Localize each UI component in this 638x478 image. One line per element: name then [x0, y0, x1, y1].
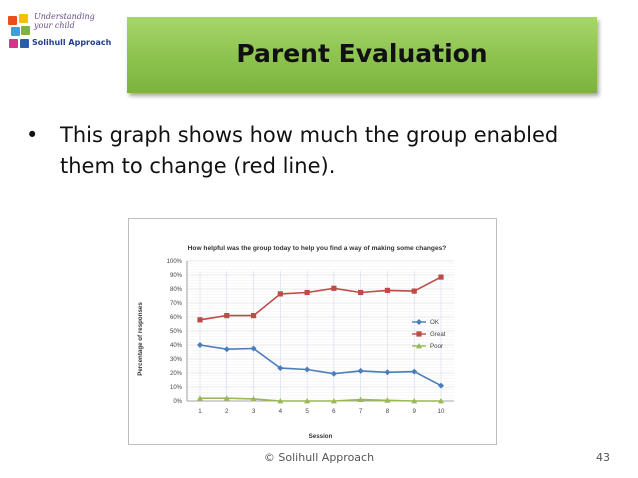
x-tick-label: 7	[359, 408, 363, 415]
x-tick-label: 9	[412, 408, 416, 415]
data-point-poor	[277, 398, 284, 404]
data-point-ok	[223, 346, 230, 353]
logo-tiles-icon	[8, 12, 32, 52]
legend-label: Poor	[430, 343, 443, 350]
bullet-text: This graph shows how much the group enab…	[60, 123, 559, 178]
title-banner: Parent Evaluation	[127, 17, 597, 93]
logo-tile	[19, 14, 28, 23]
legend-marker	[416, 331, 422, 337]
solihull-logo: Understanding your child Solihull Approa…	[8, 12, 111, 52]
data-point-great	[358, 289, 364, 296]
data-point-poor	[438, 398, 444, 404]
series-line-ok	[199, 344, 442, 387]
data-point-ok	[438, 382, 444, 389]
y-tick-label: 90%	[170, 273, 183, 279]
data-point-great	[304, 289, 310, 296]
x-axis-label: Session	[309, 433, 333, 440]
x-tick-label: 10	[438, 408, 445, 415]
y-tick-label: 10%	[170, 385, 183, 391]
data-point-ok	[250, 345, 257, 352]
page-number: 43	[596, 451, 610, 464]
chart-title: How helpful was the group today to help …	[188, 245, 447, 252]
legend-label: OK	[430, 319, 440, 326]
footer-copyright: © Solihull Approach	[263, 451, 375, 464]
y-tick-label: 60%	[170, 315, 183, 321]
logo-tile	[8, 16, 17, 25]
data-point-great	[197, 317, 203, 323]
data-point-great	[331, 285, 337, 291]
logo-tile	[20, 39, 29, 48]
series-line-great	[199, 276, 442, 321]
x-tick-label: 2	[225, 408, 229, 415]
logo-tile	[21, 26, 30, 35]
x-tick-label: 8	[386, 408, 390, 415]
y-tick-label: 40%	[170, 343, 183, 349]
data-point-poor	[357, 396, 364, 402]
y-tick-label: 70%	[170, 301, 183, 307]
y-axis-label: Percentage of responses	[137, 302, 144, 376]
series-line-poor	[200, 397, 441, 402]
data-point-poor	[250, 395, 257, 402]
y-tick-label: 30%	[170, 357, 183, 363]
logo-brand-name: Solihull Approach	[32, 38, 112, 47]
data-point-ok	[357, 367, 364, 374]
data-point-poor	[330, 398, 337, 404]
data-point-great	[411, 288, 417, 294]
legend-marker	[416, 319, 422, 325]
line-chart: How helpful was the group today to help …	[137, 245, 454, 440]
x-tick-label: 3	[252, 408, 256, 415]
y-tick-label: 80%	[170, 287, 183, 293]
data-point-ok	[304, 366, 311, 373]
data-point-poor	[304, 398, 311, 404]
y-tick-label: 50%	[170, 329, 183, 335]
x-tick-label: 1	[198, 408, 202, 415]
data-point-poor	[197, 395, 203, 401]
data-point-poor	[411, 398, 418, 404]
data-point-poor	[384, 397, 391, 403]
x-tick-label: 4	[279, 408, 283, 415]
x-tick-label: 6	[332, 408, 336, 415]
logo-tile	[9, 39, 18, 48]
data-point-ok	[277, 365, 284, 372]
y-tick-label: 0%	[173, 399, 182, 405]
data-point-ok	[330, 370, 337, 377]
legend-marker	[416, 343, 422, 349]
y-tick-label: 20%	[170, 371, 183, 377]
data-point-poor	[223, 395, 230, 401]
y-tick-label: 100%	[167, 259, 183, 265]
data-point-ok	[411, 368, 418, 375]
data-point-great	[250, 313, 257, 319]
data-point-great	[224, 313, 230, 319]
legend-label: Great	[430, 331, 446, 338]
bullet-dot-icon: •	[26, 123, 39, 147]
data-point-ok	[384, 369, 391, 376]
data-point-great	[384, 287, 391, 293]
logo-tile	[11, 27, 20, 36]
slide-title: Parent Evaluation	[236, 39, 488, 68]
logo-tagline: Understanding your child	[34, 12, 95, 30]
data-point-great	[438, 274, 444, 280]
chart-frame: How helpful was the group today to help …	[128, 218, 497, 445]
data-point-great	[277, 291, 283, 297]
data-point-ok	[197, 342, 203, 348]
x-tick-label: 5	[305, 408, 309, 415]
